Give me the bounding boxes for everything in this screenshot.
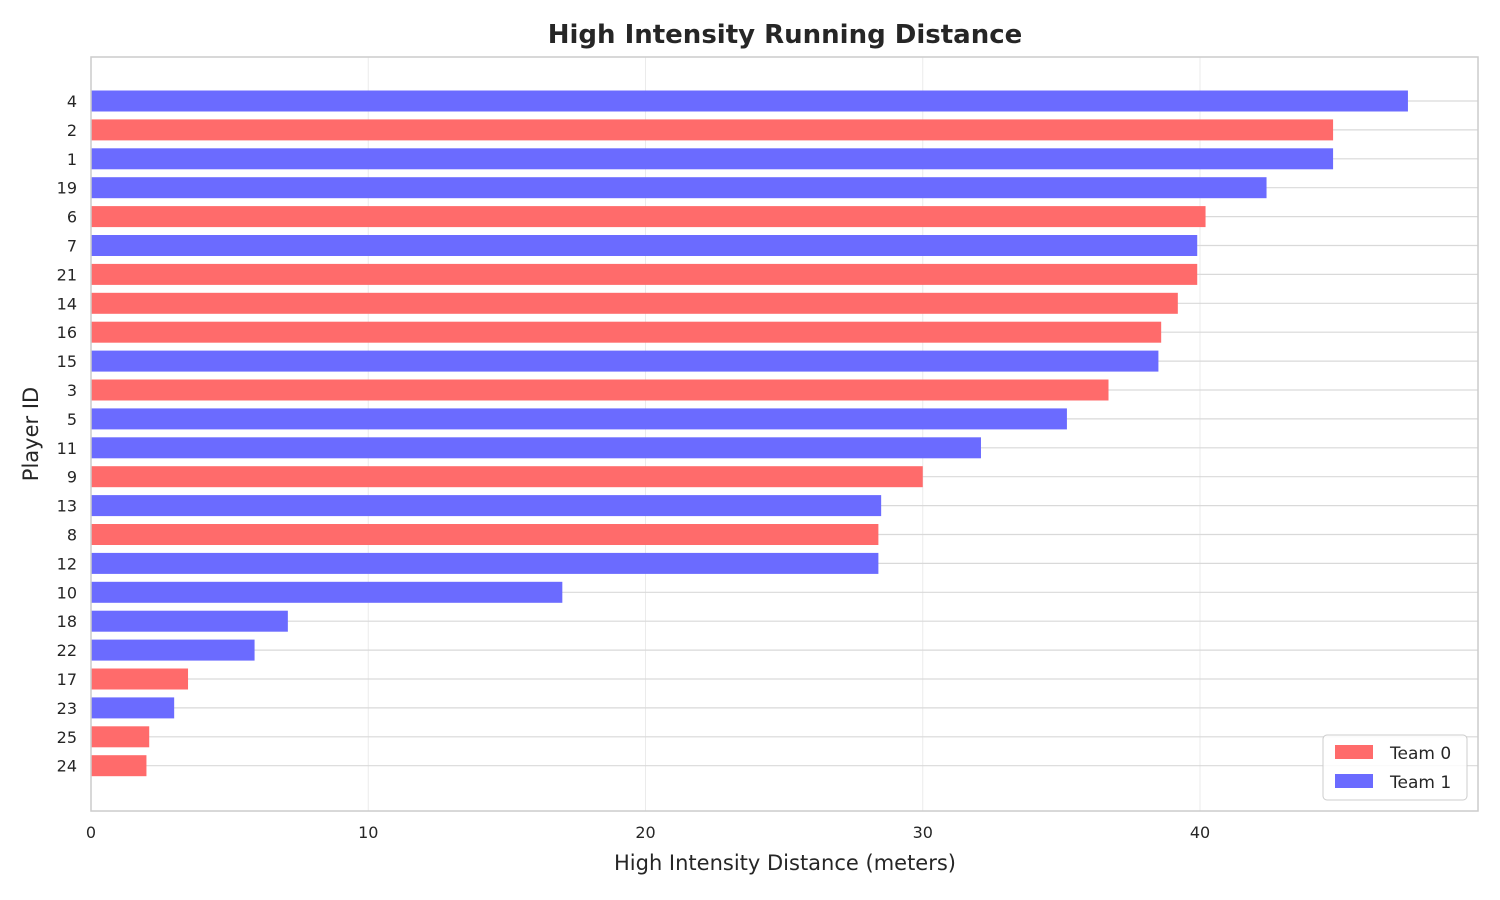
bar-player-22 bbox=[91, 639, 255, 661]
y-tick-label: 1 bbox=[67, 150, 77, 169]
y-tick-label: 13 bbox=[57, 497, 77, 516]
bar-player-13 bbox=[91, 495, 882, 517]
bar-player-4 bbox=[91, 90, 1408, 112]
legend-swatch-team-1 bbox=[1335, 774, 1373, 788]
y-tick-label: 4 bbox=[67, 92, 77, 111]
legend-label-team-0: Team 0 bbox=[1389, 744, 1451, 764]
y-tick-label: 19 bbox=[57, 179, 77, 198]
bar-player-11 bbox=[91, 437, 981, 459]
y-tick-label: 16 bbox=[57, 323, 77, 342]
bar-player-3 bbox=[91, 379, 1109, 401]
y-tick-label: 7 bbox=[67, 237, 77, 256]
bar-player-6 bbox=[91, 206, 1206, 228]
y-tick-label: 21 bbox=[57, 265, 77, 284]
bar-player-19 bbox=[91, 177, 1267, 199]
x-axis-label: High Intensity Distance (meters) bbox=[614, 851, 956, 875]
y-tick-label: 6 bbox=[67, 208, 77, 227]
bar-player-16 bbox=[91, 321, 1162, 343]
bar-player-12 bbox=[91, 552, 879, 574]
bar-player-5 bbox=[91, 408, 1067, 430]
x-tick-label: 20 bbox=[635, 823, 655, 842]
y-tick-label: 18 bbox=[57, 612, 77, 631]
bar-player-10 bbox=[91, 581, 563, 603]
y-tick-label: 15 bbox=[57, 352, 77, 371]
bar-player-24 bbox=[91, 755, 147, 777]
bar-player-1 bbox=[91, 148, 1334, 170]
y-tick-label: 9 bbox=[67, 468, 77, 487]
bar-player-14 bbox=[91, 292, 1178, 314]
y-tick-label: 8 bbox=[67, 526, 77, 545]
y-tick-label: 22 bbox=[57, 641, 77, 660]
bar-player-15 bbox=[91, 350, 1159, 372]
legend-swatch-team-0 bbox=[1335, 745, 1373, 759]
tick-labels: 0 10 20 30 404211967211416153511913812101822… bbox=[57, 92, 1211, 842]
bar-player-2 bbox=[91, 119, 1334, 141]
bar-player-7 bbox=[91, 235, 1198, 256]
y-tick-label: 12 bbox=[57, 554, 77, 573]
y-tick-label: 14 bbox=[57, 294, 77, 313]
bar-player-18 bbox=[91, 610, 288, 632]
y-tick-label: 24 bbox=[57, 757, 77, 776]
grid bbox=[91, 57, 1478, 811]
plot-frame bbox=[90, 56, 1479, 812]
x-tick-label: 0 bbox=[86, 823, 96, 842]
bar-player-8 bbox=[91, 524, 879, 545]
y-tick-label: 25 bbox=[57, 728, 77, 747]
bar-player-17 bbox=[91, 668, 189, 690]
y-tick-label: 10 bbox=[57, 583, 77, 602]
bar-player-9 bbox=[91, 466, 923, 488]
x-tick-label: 10 bbox=[358, 823, 378, 842]
y-tick-label: 5 bbox=[67, 410, 77, 429]
y-tick-label: 3 bbox=[67, 381, 77, 400]
y-tick-label: 2 bbox=[67, 121, 77, 140]
bar-player-21 bbox=[91, 263, 1198, 285]
legend: Team 0 Team 1 bbox=[1322, 734, 1468, 801]
y-tick-label: 17 bbox=[57, 670, 77, 689]
y-axis-label: Player ID bbox=[19, 387, 43, 481]
chart-title: High Intensity Running Distance bbox=[548, 20, 1023, 50]
legend-label-team-1: Team 1 bbox=[1389, 773, 1451, 793]
bar-player-25 bbox=[91, 726, 150, 748]
y-tick-label: 11 bbox=[57, 439, 77, 458]
x-tick-label: 30 bbox=[913, 823, 933, 842]
x-tick-label: 40 bbox=[1190, 823, 1210, 842]
bar-player-23 bbox=[91, 697, 175, 719]
y-tick-label: 23 bbox=[57, 699, 77, 718]
bars bbox=[91, 90, 1408, 777]
